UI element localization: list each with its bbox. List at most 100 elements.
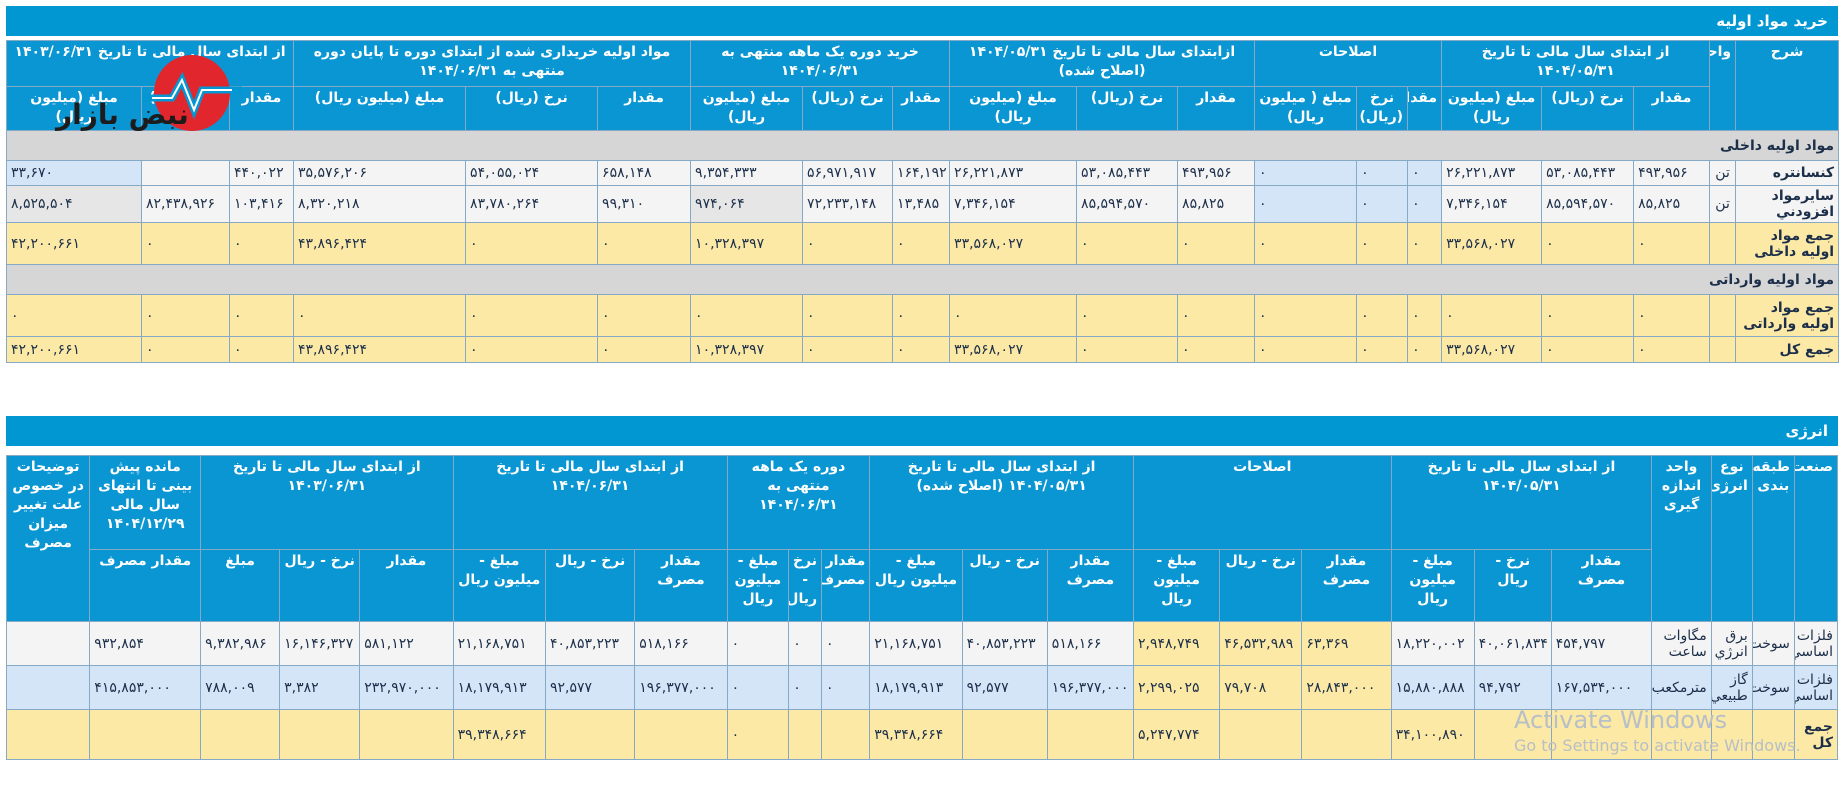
table-cell bbox=[5, 709, 91, 760]
table-cell: ۱۳,۴۸۵ bbox=[892, 185, 951, 223]
table-cell bbox=[5, 621, 91, 666]
table-cell bbox=[1219, 709, 1303, 760]
subheader-cell: مقدار مصرف bbox=[1046, 549, 1135, 622]
subheader-cell: نرخ (ریال) bbox=[802, 86, 894, 131]
table-cell: ۳۹,۳۴۸,۶۶۴ bbox=[452, 709, 546, 760]
table-cell: ۸۵,۸۲۵ bbox=[1177, 185, 1256, 223]
table-cell: ۵۱۸,۱۶۶ bbox=[1046, 621, 1135, 666]
table-row: کنسانتره تن ۴۹۳,۹۵۶ ۵۳,۰۸۵,۴۴۳ ۲۶,۲۲۱,۸۷۳ ۰ ۰ ۰… bbox=[5, 160, 1840, 186]
table-cell: ۵۶,۹۷۱,۹۱۷ bbox=[802, 160, 894, 186]
table-cell bbox=[1473, 709, 1552, 760]
table-cell bbox=[788, 709, 823, 760]
table-cell: ۴۹۳,۹۵۶ bbox=[1633, 160, 1711, 186]
subheader-cell: مقدار bbox=[597, 86, 692, 131]
table-cell: ۰ bbox=[141, 294, 231, 337]
header-unit: واحد bbox=[1709, 40, 1737, 131]
table-cell: ۵۸۱,۱۲۲ bbox=[359, 621, 454, 666]
table-cell: ۰ bbox=[1541, 336, 1635, 363]
table-cell bbox=[141, 160, 231, 186]
table-cell: ۸۵,۸۲۵ bbox=[1633, 185, 1711, 223]
subheader-cell: مبلغ bbox=[200, 549, 281, 622]
row-unit bbox=[1709, 222, 1737, 265]
table-cell: ۸۲,۴۳۸,۹۲۶ bbox=[141, 185, 231, 223]
table-cell: ۴۱۵,۸۵۳,۰۰۰ bbox=[89, 665, 202, 710]
table-cell: ۸,۳۲۰,۲۱۸ bbox=[293, 185, 467, 223]
table-cell: ۶۳,۳۶۹ bbox=[1301, 621, 1392, 666]
table-cell bbox=[279, 709, 361, 760]
row-label: کنسانتره bbox=[1735, 160, 1840, 186]
table-cell: ۴۵۴,۷۹۷ bbox=[1550, 621, 1653, 666]
table-cell: ۷,۳۴۶,۱۵۴ bbox=[949, 185, 1078, 223]
subheader-cell: مبلغ (میلیون ریال) bbox=[1441, 86, 1543, 131]
subheader-cell: مقدار bbox=[892, 86, 951, 131]
header-notes: توضیحات در خصوص علت تغییر میزان مصرف bbox=[5, 455, 91, 622]
header-industry: صنعت bbox=[1793, 455, 1839, 622]
subheader-cell: مقدار مصرف bbox=[634, 549, 728, 622]
table-cell: ۰ bbox=[1356, 222, 1409, 265]
row-label bbox=[1710, 709, 1753, 760]
materials-table: شرح واحد از ابتدای سال مالی تا تاریخ ۱۴۰… bbox=[5, 40, 1840, 363]
header-group: خرید دوره یک ماهه منتهی به ۱۴۰۴/۰۶/۳۱ bbox=[690, 40, 951, 87]
table-cell: ۰ bbox=[1407, 336, 1443, 363]
table-cell: ۰ bbox=[1541, 222, 1635, 265]
table-cell: ۳۳,۵۶۸,۰۲۷ bbox=[1441, 336, 1543, 363]
table-cell: ۰ bbox=[1633, 336, 1711, 363]
watermark-line1: Activate Windows bbox=[1514, 706, 1728, 734]
header-group: از ابتدای سال مالی تا تاریخ ۱۴۰۳/۰۶/۳۱ bbox=[200, 455, 454, 550]
category-row: مواد اولیه وارداتی bbox=[5, 264, 1840, 295]
table-cell: ۰ bbox=[802, 222, 894, 265]
table-cell: ۰ bbox=[1254, 222, 1358, 265]
table-cell: ۰ bbox=[597, 222, 692, 265]
table-row: جمع مواد اولیه داخلی ۰ ۰ ۳۳,۵۶۸,۰۲۷ ۰ ۰ ۰ ۰ ۰ ۳۳,… bbox=[5, 222, 1840, 265]
row-label: مترمکعب bbox=[1651, 665, 1712, 710]
table-cell: ۳۴,۱۰۰,۸۹۰ bbox=[1390, 709, 1475, 760]
subheader-cell: مقدار bbox=[359, 549, 454, 622]
table-cell: ۰ bbox=[1356, 336, 1409, 363]
table-cell: ۰ bbox=[788, 665, 823, 710]
row-unit bbox=[1709, 336, 1737, 363]
row-label: برق انرژي bbox=[1710, 621, 1753, 666]
table-cell: ۱۹۶,۳۷۷,۰۰۰ bbox=[1046, 665, 1135, 710]
table-cell: ۳,۳۸۲ bbox=[279, 665, 361, 710]
table-cell: ۰ bbox=[1441, 294, 1543, 337]
subheader-cell: نرخ - ریال bbox=[544, 549, 636, 622]
table-cell: ۰ bbox=[821, 665, 871, 710]
table-cell bbox=[5, 665, 91, 710]
table-cell: ۰ bbox=[1356, 160, 1409, 186]
table-cell: ۴۹۳,۹۵۶ bbox=[1177, 160, 1256, 186]
row-label: سوخت bbox=[1751, 665, 1795, 710]
header-group: از ابتدای سال مالی تا تاریخ ۱۴۰۴/۰۵/۳۱ bbox=[1390, 455, 1653, 550]
table-cell: ۸,۵۲۵,۵۰۴ bbox=[5, 185, 143, 223]
row-label: فلزات اساسي bbox=[1793, 665, 1839, 710]
table-cell: ۱۰,۳۲۸,۳۹۷ bbox=[690, 222, 804, 265]
subheader-cell: مقدار bbox=[1407, 86, 1443, 131]
table-cell: ۳۳,۶۷۰ bbox=[5, 160, 143, 186]
table-cell: ۰ bbox=[141, 222, 231, 265]
header-energy-type: نوع انرژی bbox=[1710, 455, 1753, 622]
table-cell: ۴۰,۸۵۳,۲۲۳ bbox=[544, 621, 636, 666]
table-cell: ۰ bbox=[1407, 294, 1443, 337]
table-cell: ۵۱۸,۱۶۶ bbox=[634, 621, 728, 666]
subheader-cell: مبلغ (میلیون ریال) bbox=[949, 86, 1078, 131]
table-cell: ۳۳,۵۶۸,۰۲۷ bbox=[1441, 222, 1543, 265]
table-cell bbox=[1550, 709, 1653, 760]
header-group: مانده پیش بینی تا انتهای سال مالی ۱۴۰۴/۱… bbox=[89, 455, 202, 550]
table-cell bbox=[961, 709, 1048, 760]
subheader-cell: نرخ (ریال) bbox=[1076, 86, 1179, 131]
table-cell: ۰ bbox=[5, 294, 143, 337]
table-cell: ۰ bbox=[229, 294, 295, 337]
table-cell: ۱۶,۱۴۶,۳۲۷ bbox=[279, 621, 361, 666]
table-cell: ۰ bbox=[802, 294, 894, 337]
table-cell: ۲۱,۱۶۸,۷۵۱ bbox=[452, 621, 546, 666]
subheader-cell: نرخ - ریال bbox=[961, 549, 1048, 622]
row-label bbox=[1651, 709, 1712, 760]
row-label: گاز طبيعي bbox=[1710, 665, 1753, 710]
table-cell: ۰ bbox=[726, 709, 790, 760]
subheader-cell: نرخ - ریال bbox=[788, 549, 823, 622]
table-cell: ۰ bbox=[1076, 222, 1179, 265]
table-cell: ۷۹,۷۰۸ bbox=[1219, 665, 1303, 710]
table-cell: ۴۲,۲۰۰,۶۶۱ bbox=[5, 222, 143, 265]
table-cell: ۸۵,۵۹۴,۵۷۰ bbox=[1541, 185, 1635, 223]
energy-section-title: انرژی bbox=[6, 416, 1838, 446]
